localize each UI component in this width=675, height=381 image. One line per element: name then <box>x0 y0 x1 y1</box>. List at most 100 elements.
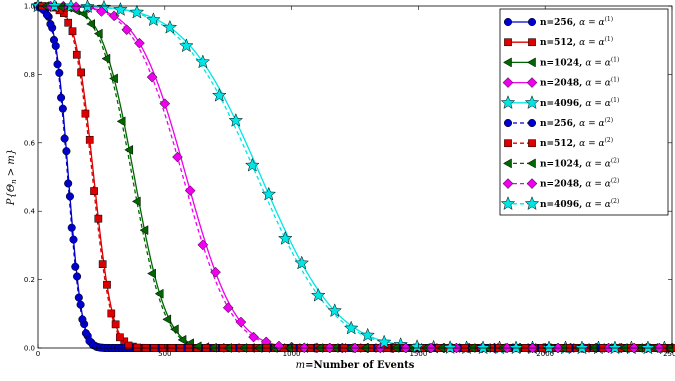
legend-marker <box>524 196 540 211</box>
legend-label-alpha: α = α <box>585 99 610 109</box>
legend-label: n=256, α = α(1) <box>540 16 613 28</box>
data-point <box>162 19 178 34</box>
legend-marker <box>502 57 512 68</box>
data-point <box>273 340 285 352</box>
legend-box <box>499 8 669 216</box>
data-point <box>65 192 75 201</box>
legend-marker <box>503 118 513 128</box>
data-point <box>101 53 111 64</box>
legend-label-sup: (1) <box>605 36 614 43</box>
data-point <box>67 223 76 232</box>
data-point <box>146 12 161 27</box>
data-point <box>73 272 82 281</box>
data-point <box>222 302 234 314</box>
y-axis-label-rest: > m} <box>6 149 17 180</box>
legend-label-sup: (1) <box>611 56 620 63</box>
legend-marker <box>504 38 512 47</box>
data-point <box>228 112 244 127</box>
data-point <box>248 331 259 343</box>
data-point <box>409 339 425 353</box>
legend-label-sup: (1) <box>605 16 614 23</box>
data-point <box>93 28 103 39</box>
legend-marker <box>503 17 513 27</box>
y-tick-label: 0.0 <box>24 345 35 353</box>
legend-label: n=1024, α = α(2) <box>540 157 619 169</box>
legend-marker <box>528 38 536 47</box>
data-point <box>124 341 133 350</box>
legend-label: n=4096, α = α(1) <box>540 97 619 109</box>
legend-label-alpha: α = α <box>579 139 604 149</box>
data-point <box>109 73 118 84</box>
legend-label-alpha: α = α <box>585 200 610 210</box>
legend-label-prefix: n=2048, <box>540 79 585 89</box>
data-point <box>179 38 194 53</box>
data-point <box>310 287 326 302</box>
data-point <box>169 324 179 335</box>
data-point <box>277 230 293 245</box>
legend-marker <box>527 17 537 27</box>
legend-label: n=256, α = α(2) <box>540 117 613 129</box>
data-point <box>124 144 134 155</box>
data-point <box>53 60 62 69</box>
data-point <box>159 98 171 109</box>
data-point <box>69 235 78 244</box>
legend-label-sup: (1) <box>611 77 620 84</box>
x-tick-label: 1000 <box>283 350 301 358</box>
data-point <box>327 303 343 318</box>
data-point <box>64 179 73 188</box>
x-axis-label: m=Number of Events <box>296 360 415 371</box>
legend-label-sup: (2) <box>611 198 620 205</box>
data-point <box>235 316 247 328</box>
legend-marker <box>502 178 514 189</box>
legend-label-alpha: α = α <box>585 58 610 68</box>
data-point <box>343 320 359 335</box>
legend-label-alpha: α = α <box>579 119 604 129</box>
data-point <box>210 266 221 278</box>
legend-label-prefix: n=2048, <box>540 180 585 190</box>
legend-label-sup: (2) <box>605 117 614 124</box>
legend-label-alpha: α = α <box>579 38 604 48</box>
legend-marker <box>524 95 540 110</box>
data-point <box>94 214 103 223</box>
legend-label-prefix: n=512, <box>540 139 579 149</box>
data-point <box>294 255 310 270</box>
data-point <box>116 333 124 342</box>
data-point <box>640 340 656 355</box>
data-point <box>177 334 187 345</box>
legend-label-prefix: n=4096, <box>540 200 585 210</box>
data-point <box>133 343 142 352</box>
data-point <box>64 18 73 27</box>
legend-label-alpha: α = α <box>585 79 610 89</box>
legend-label-sup: (1) <box>611 97 620 104</box>
legend-label: n=512, α = α(2) <box>540 137 613 149</box>
legend-marker <box>526 158 536 169</box>
y-axis-label: P{Θn > m} <box>6 149 18 206</box>
data-point <box>85 135 94 144</box>
legend-label-prefix: n=1024, <box>540 58 585 68</box>
y-axis-label-text: P{Θ <box>6 184 17 206</box>
legend: n=256, α = α(1)n=512, α = α(1)n=1024, α … <box>499 8 669 216</box>
legend-label: n=4096, α = α(2) <box>540 198 619 210</box>
data-point <box>212 87 227 102</box>
y-tick-label: 0.8 <box>24 71 35 79</box>
data-point <box>77 68 85 77</box>
data-point <box>113 1 128 16</box>
data-point <box>147 268 156 279</box>
data-point <box>508 340 524 355</box>
data-point <box>111 320 120 329</box>
data-point <box>103 280 111 289</box>
x-tick-label: 2000 <box>536 350 554 358</box>
legend-label-prefix: n=256, <box>540 119 579 129</box>
data-point <box>192 341 202 352</box>
data-point <box>261 186 277 201</box>
x-axis-label-var: m <box>296 360 305 371</box>
legend-label-alpha: α = α <box>585 159 610 169</box>
data-point <box>146 71 158 83</box>
data-point <box>607 340 623 355</box>
data-point <box>541 340 557 355</box>
legend-label-alpha: α = α <box>579 18 604 28</box>
data-point <box>72 50 81 59</box>
legend-marker <box>528 139 536 148</box>
